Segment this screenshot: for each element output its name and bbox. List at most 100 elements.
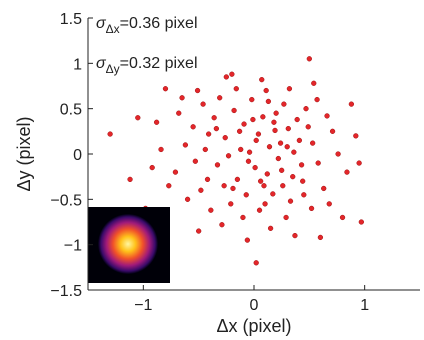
point	[201, 102, 206, 107]
point	[254, 138, 259, 143]
point	[206, 132, 211, 137]
point	[245, 238, 250, 243]
point	[223, 135, 228, 140]
point	[288, 199, 293, 204]
point	[108, 132, 113, 137]
point	[330, 129, 335, 134]
point	[228, 201, 233, 206]
point	[193, 159, 198, 164]
y-axis-label: Δy (pixel)	[14, 116, 34, 191]
y-tick-label: −1	[64, 238, 82, 255]
point	[304, 106, 309, 111]
point	[306, 124, 311, 129]
inset-image	[88, 207, 170, 283]
point	[208, 208, 213, 213]
annotation-subscript: Δy	[106, 62, 120, 76]
annotation: σΔx=0.36 pixel	[96, 15, 198, 36]
point	[273, 128, 278, 133]
annotation-text: =0.32 pixel	[120, 55, 198, 72]
point	[262, 183, 267, 188]
point	[180, 95, 185, 100]
point	[264, 88, 269, 93]
point	[234, 86, 239, 91]
x-tick-label: 0	[250, 297, 259, 314]
y-tick-label: −0.5	[50, 192, 82, 209]
point	[318, 235, 323, 240]
point	[290, 174, 295, 179]
point	[353, 133, 358, 138]
point	[256, 132, 261, 137]
y-tick-label: −1.5	[50, 283, 82, 300]
x-tick-label: 1	[360, 297, 369, 314]
point	[274, 111, 279, 116]
point	[217, 95, 222, 100]
point	[150, 165, 155, 170]
point	[291, 150, 296, 155]
point	[278, 141, 283, 146]
point	[231, 186, 236, 191]
point	[232, 108, 237, 113]
y-tick-label: 1	[73, 56, 82, 73]
point	[254, 260, 259, 265]
point	[222, 183, 227, 188]
point	[244, 192, 249, 197]
annotation-text: =0.36 pixel	[120, 15, 198, 32]
point	[135, 115, 140, 120]
point	[183, 143, 188, 148]
point	[281, 102, 286, 107]
point	[215, 162, 220, 167]
point	[265, 172, 270, 177]
y-tick-label: 0.5	[60, 102, 82, 119]
point	[272, 120, 277, 125]
point	[284, 215, 289, 220]
point	[263, 201, 268, 206]
point	[259, 77, 264, 82]
point	[359, 220, 364, 225]
point	[166, 183, 171, 188]
point	[327, 201, 332, 206]
x-tick-label: −1	[134, 297, 152, 314]
point	[260, 114, 265, 119]
point	[311, 81, 316, 86]
annotation: σΔy=0.32 pixel	[96, 55, 198, 76]
point	[246, 159, 251, 164]
point	[198, 188, 203, 193]
point	[224, 75, 229, 80]
point	[270, 191, 275, 196]
point	[176, 111, 181, 116]
point	[309, 206, 314, 211]
point	[357, 161, 362, 166]
point	[345, 170, 350, 175]
point	[336, 152, 341, 157]
y-tick-label: 1.5	[60, 11, 82, 28]
chart: −1.5−1−0.500.511.5−101 σΔx=0.36 pixel σΔ…	[0, 0, 424, 340]
point	[325, 114, 330, 119]
point	[293, 233, 298, 238]
point	[220, 222, 225, 227]
point	[295, 117, 300, 122]
point	[280, 183, 285, 188]
point	[128, 177, 133, 182]
point	[299, 162, 304, 167]
point	[253, 165, 258, 170]
point	[321, 186, 326, 191]
point	[340, 215, 345, 220]
point	[268, 226, 273, 231]
point	[191, 124, 196, 129]
point	[301, 192, 306, 197]
point	[279, 168, 284, 173]
annotation-subscript: Δx	[106, 22, 120, 36]
point	[287, 86, 292, 91]
point	[257, 208, 262, 213]
point	[195, 88, 200, 93]
point	[229, 72, 234, 77]
point	[241, 215, 246, 220]
point	[238, 147, 243, 152]
point	[154, 120, 159, 125]
point	[250, 117, 255, 122]
point	[266, 99, 271, 104]
point	[196, 229, 201, 234]
point	[214, 126, 219, 131]
point	[349, 102, 354, 107]
point	[235, 177, 240, 182]
